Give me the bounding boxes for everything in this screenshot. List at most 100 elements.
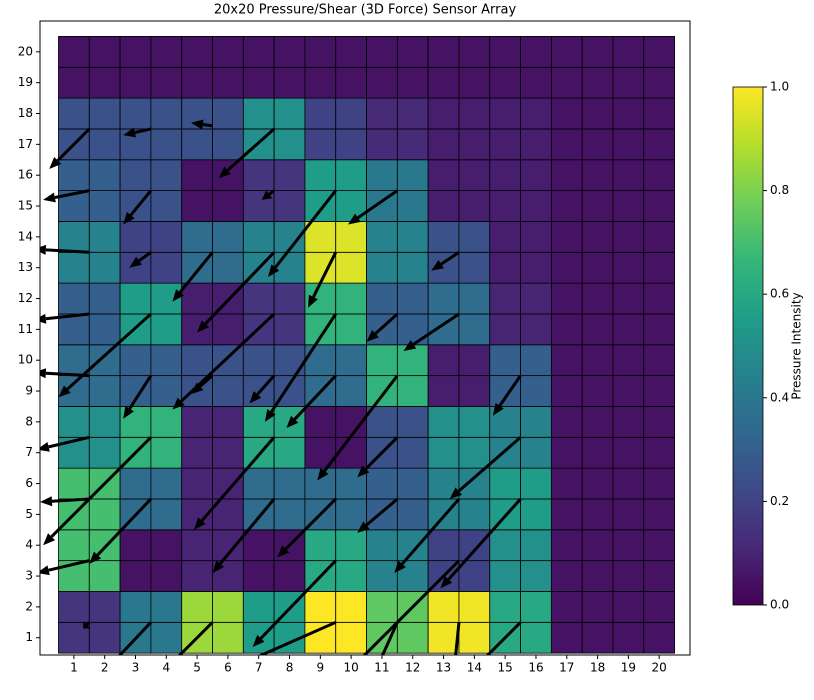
arrow [43, 436, 152, 546]
arrow [117, 621, 152, 655]
heatmap-cell [550, 313, 583, 346]
heatmap-cell [242, 282, 275, 315]
arrow-shaft [138, 251, 152, 262]
arrow-head [218, 166, 231, 179]
arrow [40, 368, 90, 379]
arrow-head [492, 402, 504, 416]
heatmap-cell [150, 251, 183, 284]
heatmap-cell [550, 282, 583, 315]
heatmap-cell [181, 529, 213, 562]
heatmap-cell [335, 251, 367, 284]
heatmap-cell [304, 621, 337, 654]
heatmap-cell [396, 97, 429, 130]
heatmap-cell [150, 621, 183, 654]
heatmap-cell [150, 529, 183, 562]
heatmap-cell [581, 282, 614, 315]
heatmap-cell [427, 591, 460, 623]
heatmap-cell [458, 97, 491, 130]
arrow-shaft [200, 436, 276, 522]
arrow-shaft [117, 621, 152, 655]
heatmap-cell [150, 159, 183, 192]
heatmap-cell [550, 128, 583, 161]
arrow-shaft [268, 189, 276, 196]
heatmap-cell [550, 251, 583, 284]
heatmap-cell [335, 221, 367, 253]
heatmap-cell [489, 560, 521, 592]
heatmap-cell [427, 375, 460, 407]
heatmap [58, 36, 675, 654]
heatmap-cell [396, 406, 429, 438]
arrow-head [357, 465, 370, 478]
y-tick-label: 4 [25, 538, 33, 552]
heatmap-cell [612, 621, 645, 654]
quiver [40, 119, 522, 655]
x-tick-label: 20 [652, 661, 667, 675]
heatmap-cell [458, 529, 491, 562]
arrow-head [194, 517, 206, 530]
arrow [40, 435, 90, 452]
arrow-head [197, 320, 210, 333]
heatmap-cell [304, 66, 337, 99]
arrow-shaft [178, 251, 214, 294]
heatmap-cell [273, 97, 306, 130]
arrow-head [40, 442, 50, 452]
heatmap-cell [520, 66, 552, 99]
heatmap-cell [550, 159, 583, 192]
heatmap-cell [581, 221, 614, 253]
heatmap-cell [427, 344, 460, 377]
heatmap-cell [458, 190, 491, 222]
arrow-head [449, 487, 463, 499]
heatmap-cell [88, 313, 121, 346]
heatmap-cell [550, 591, 583, 623]
x-tick-label: 14 [467, 661, 482, 675]
heatmap-cell [212, 467, 244, 500]
heatmap-cell [396, 66, 429, 99]
arrow-shaft [312, 251, 338, 298]
arrow-head [43, 533, 56, 546]
heatmap-cell [150, 36, 183, 68]
heatmap-cell [520, 190, 552, 222]
heatmap-cell [427, 97, 460, 130]
arrow-shaft [85, 621, 91, 626]
arrow [403, 312, 460, 351]
heatmap-cell [643, 97, 675, 130]
heatmap-cell [520, 159, 552, 192]
heatmap-cell [335, 436, 367, 469]
heatmap-cell [458, 159, 491, 192]
y-tick-label: 17 [18, 137, 33, 151]
heatmap-cell [304, 406, 337, 438]
arrow-shaft [293, 374, 337, 421]
arrow [317, 374, 399, 481]
heatmap-cell [612, 406, 645, 438]
heatmap-cell [396, 128, 429, 161]
heatmap-cell [581, 97, 614, 130]
heatmap-cell [643, 190, 675, 222]
heatmap-cell [427, 621, 460, 654]
arrow-head [261, 190, 273, 200]
heatmap-cell [550, 36, 583, 68]
heatmap-cell [119, 375, 152, 407]
arrow [194, 436, 276, 530]
heatmap-cell [520, 36, 552, 68]
y-tick-label: 10 [18, 353, 33, 367]
heatmap-cell [273, 313, 306, 346]
heatmap-cell [304, 159, 337, 192]
heatmap-cell [242, 529, 275, 562]
heatmap-cell [335, 529, 367, 562]
arrow-head [49, 156, 62, 170]
heatmap-cell [520, 529, 552, 562]
heatmap-cell [550, 190, 583, 222]
heatmap-cell [335, 190, 367, 222]
heatmap-cell [88, 591, 121, 623]
heatmap-cell [643, 591, 675, 623]
heatmap-cell [643, 467, 675, 500]
heatmap-cell [181, 221, 213, 253]
heatmap-cell [212, 36, 244, 68]
arrow [264, 313, 337, 422]
arrow-shaft [498, 374, 522, 407]
arrow-shaft [48, 559, 90, 572]
y-tick-label: 7 [25, 445, 33, 459]
heatmap-cell [335, 282, 367, 315]
heatmap-cell [304, 591, 337, 623]
